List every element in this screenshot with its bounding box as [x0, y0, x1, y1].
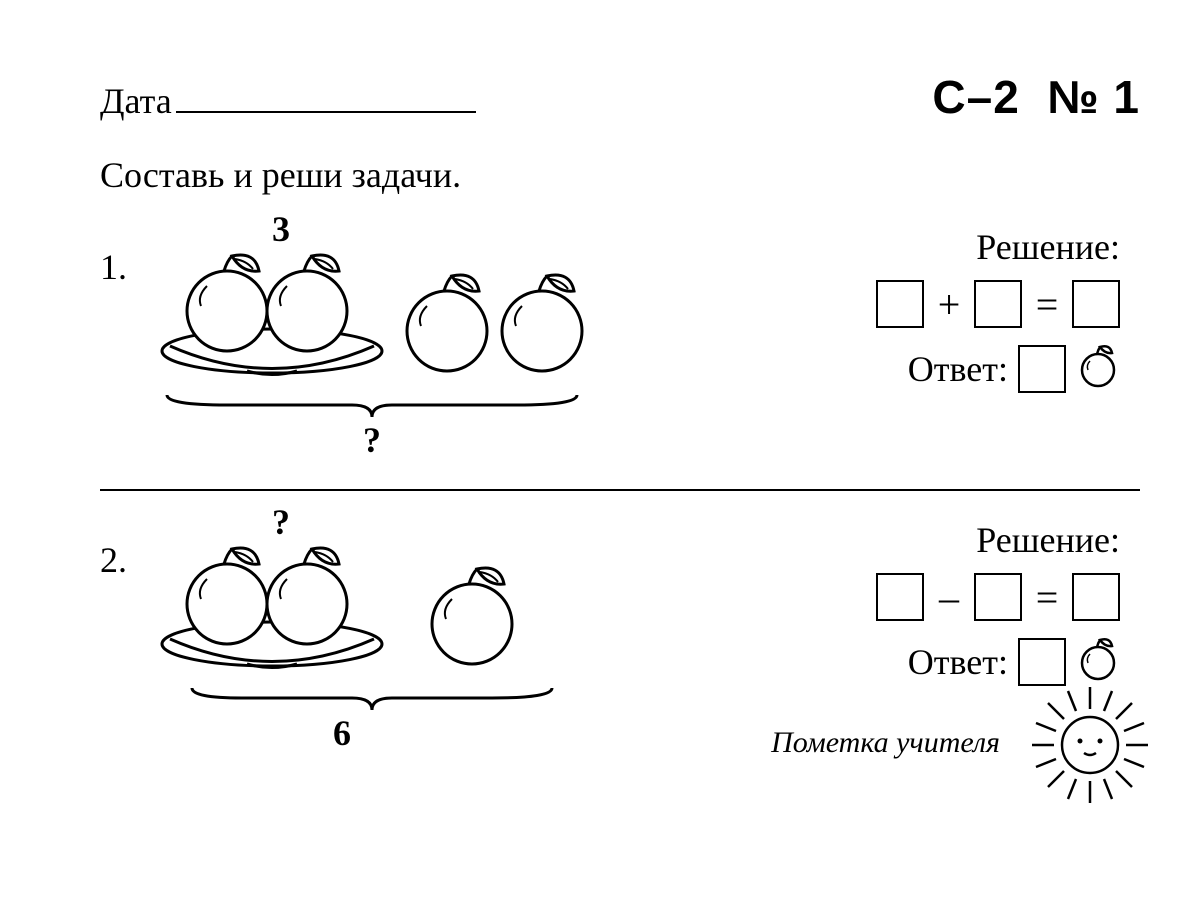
header-row: Дата С–2 № 1: [100, 70, 1140, 124]
problem-2-picture: ?: [152, 509, 592, 754]
apple-icon: [1076, 633, 1120, 690]
equation-row: – =: [710, 573, 1140, 621]
date-field: Дата: [100, 80, 476, 122]
answer-box[interactable]: [1018, 345, 1066, 393]
answer-label: Ответ:: [908, 641, 1008, 683]
date-label-text: Дата: [100, 80, 172, 122]
equals: =: [1032, 281, 1062, 328]
answer-row: Ответ:: [710, 340, 1140, 397]
operator: +: [934, 281, 964, 328]
answer-row: Ответ:: [710, 633, 1140, 690]
apples-illustration-1: [152, 216, 592, 386]
solution-label: Решение:: [710, 226, 1140, 268]
answer-box[interactable]: [974, 280, 1022, 328]
answer-label: Ответ:: [908, 348, 1008, 390]
brace-value-label: 6: [152, 712, 532, 754]
problem-1-picture: 3: [152, 216, 592, 461]
problem-number: 1.: [100, 216, 140, 288]
top-value-label: 3: [272, 208, 290, 250]
solution-block-2: Решение: – = Ответ:: [710, 509, 1140, 690]
equals: =: [1032, 574, 1062, 621]
worksheet-page: Дата С–2 № 1 Составь и реши задачи. 1. 3: [0, 0, 1200, 814]
worksheet-code: С–2 № 1: [932, 70, 1140, 124]
answer-box[interactable]: [1018, 638, 1066, 686]
apples-illustration-2: [152, 509, 592, 679]
top-value-label: ?: [272, 501, 290, 543]
brace-icon: [157, 391, 587, 421]
number-text: № 1: [1047, 71, 1140, 123]
brace-icon: [182, 684, 562, 714]
answer-box[interactable]: [1072, 280, 1120, 328]
answer-box[interactable]: [1072, 573, 1120, 621]
equation-row: + =: [710, 280, 1140, 328]
problem-1: 1. 3: [100, 216, 1140, 481]
sun-icon: [1030, 685, 1150, 810]
answer-box[interactable]: [876, 573, 924, 621]
code-text: С–2: [932, 71, 1019, 123]
problem-number: 2.: [100, 509, 140, 581]
apple-icon: [1076, 340, 1120, 397]
answer-box[interactable]: [876, 280, 924, 328]
instruction-text: Составь и реши задачи.: [100, 154, 1140, 196]
solution-label: Решение:: [710, 519, 1140, 561]
date-input-line[interactable]: [176, 81, 476, 113]
solution-block-1: Решение: + = Ответ:: [710, 216, 1140, 397]
teacher-note: Пометка учителя: [771, 726, 1000, 760]
operator: –: [934, 574, 964, 621]
answer-box[interactable]: [974, 573, 1022, 621]
brace-value-label: ?: [152, 419, 592, 461]
divider-line: [100, 489, 1140, 491]
